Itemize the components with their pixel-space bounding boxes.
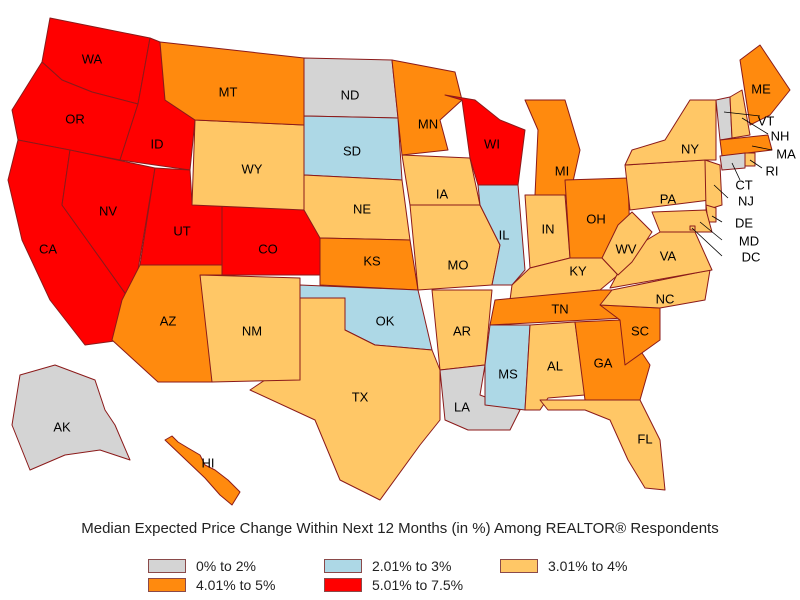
state-label-va: VA	[660, 248, 677, 263]
state-label-dc: DC	[742, 249, 761, 264]
state-ny	[624, 99, 717, 166]
leader-line-nh	[741, 117, 769, 135]
state-label-ma: MA	[776, 146, 796, 161]
state-ms	[484, 324, 531, 411]
state-label-il: IL	[499, 227, 510, 242]
state-ct	[719, 152, 746, 171]
state-label-mn: MN	[418, 116, 438, 131]
state-label-nc: NC	[656, 291, 675, 306]
leader-line-md	[699, 221, 723, 241]
state-label-ak: AK	[53, 419, 71, 434]
state-label-co: CO	[258, 241, 278, 256]
state-label-in: IN	[542, 221, 555, 236]
state-label-wi: WI	[484, 136, 500, 151]
leader-line-de	[711, 215, 723, 223]
state-tx	[249, 297, 441, 501]
state-md	[651, 209, 713, 233]
leader-line-dc	[691, 227, 723, 257]
leader-line-ma	[751, 145, 773, 151]
state-label-ok: OK	[376, 313, 395, 328]
state-label-ut: UT	[173, 223, 190, 238]
state-label-md: MD	[739, 233, 759, 248]
state-fl	[539, 399, 666, 491]
state-label-nm: NM	[242, 323, 262, 338]
state-label-ny: NY	[681, 141, 699, 156]
state-label-fl: FL	[637, 431, 652, 446]
leader-line-ct	[731, 162, 741, 181]
legend-label: 0% to 2%	[196, 558, 256, 574]
state-label-nd: ND	[341, 87, 360, 102]
state-hi	[164, 435, 241, 506]
legend-item-5-to-7-5: 5.01% to 7.5%	[324, 576, 463, 594]
state-label-ct: CT	[735, 177, 752, 192]
state-label-la: LA	[454, 399, 470, 414]
legend-item-2-to-3: 2.01% to 3%	[324, 557, 451, 575]
state-label-ri: RI	[766, 163, 779, 178]
state-label-mi: MI	[555, 163, 569, 178]
state-label-me: ME	[751, 81, 771, 96]
state-me	[739, 44, 791, 126]
state-il	[477, 184, 526, 286]
state-label-wy: WY	[242, 161, 263, 176]
legend-label: 2.01% to 3%	[372, 558, 452, 574]
state-la	[439, 364, 521, 431]
state-label-wv: WV	[616, 241, 637, 256]
state-label-ne: NE	[353, 201, 371, 216]
leader-line-vt	[723, 111, 761, 117]
leader-line-ri	[749, 159, 763, 169]
state-vt	[715, 96, 733, 141]
state-label-ia: IA	[436, 186, 449, 201]
state-label-ca: CA	[39, 241, 57, 256]
legend-swatch	[324, 559, 362, 573]
state-label-oh: OH	[586, 211, 606, 226]
legend-label: 4.01% to 5%	[196, 577, 276, 593]
state-label-tx: TX	[352, 389, 369, 404]
state-az	[111, 264, 223, 383]
state-label-ar: AR	[453, 323, 471, 338]
state-label-al: AL	[547, 358, 563, 373]
state-label-ks: KS	[363, 253, 381, 268]
state-mt	[159, 41, 305, 126]
state-label-sd: SD	[343, 143, 361, 158]
state-label-mt: MT	[219, 84, 238, 99]
state-label-ga: GA	[594, 355, 613, 370]
legend-label: 5.01% to 7.5%	[372, 577, 464, 593]
state-ak	[11, 364, 131, 471]
legend-item-4-to-5: 4.01% to 5%	[148, 576, 275, 594]
legend-item-3-to-4: 3.01% to 4%	[500, 557, 627, 575]
state-label-nv: NV	[99, 203, 117, 218]
state-label-or: OR	[65, 111, 85, 126]
state-label-mo: MO	[448, 257, 469, 272]
state-label-nj: NJ	[738, 193, 754, 208]
state-label-pa: PA	[660, 191, 677, 206]
state-label-wa: WA	[82, 51, 103, 66]
state-label-ms: MS	[498, 366, 518, 381]
state-label-hi: HI	[202, 455, 215, 470]
legend-swatch	[500, 559, 538, 573]
state-label-tn: TN	[551, 301, 568, 316]
state-mn	[391, 59, 463, 156]
legend-swatch	[324, 578, 362, 592]
legend-label: 3.01% to 4%	[548, 558, 628, 574]
state-label-nh: NH	[771, 128, 790, 143]
state-label-ky: KY	[569, 263, 587, 278]
state-label-vt: VT	[758, 113, 775, 128]
state-ri	[744, 152, 756, 167]
state-label-de: DE	[735, 215, 753, 230]
leader-line-nj	[713, 184, 729, 199]
legend-swatch	[148, 578, 186, 592]
legend-swatch	[148, 559, 186, 573]
state-nj	[704, 159, 723, 211]
state-label-id: ID	[151, 136, 164, 151]
state-label-sc: SC	[631, 323, 649, 338]
state-wv	[601, 211, 653, 276]
state-label-az: AZ	[160, 313, 177, 328]
us-state-map: WA OR CA ID NV UT CO WI MT AZ KS MN MI OH TN GA SC ME HI WY…	[7, 17, 796, 506]
legend-item-0-to-2: 0% to 2%	[148, 557, 256, 575]
map-caption: Median Expected Price Change Within Next…	[81, 520, 719, 537]
